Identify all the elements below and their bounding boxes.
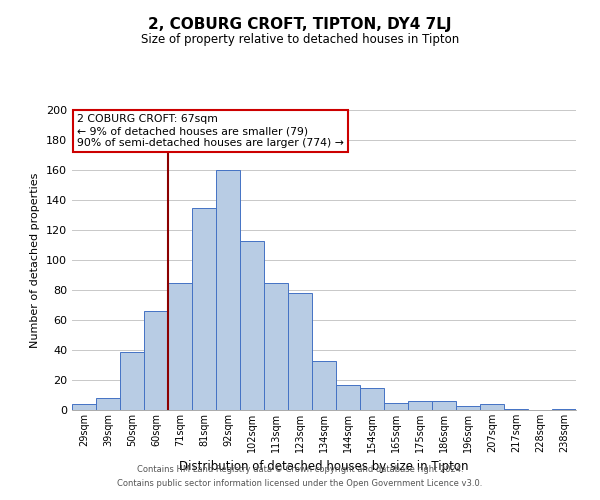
Bar <box>120 352 144 410</box>
Y-axis label: Number of detached properties: Number of detached properties <box>31 172 40 348</box>
Bar <box>264 282 288 410</box>
Text: 2 COBURG CROFT: 67sqm
← 9% of detached houses are smaller (79)
90% of semi-detac: 2 COBURG CROFT: 67sqm ← 9% of detached h… <box>77 114 344 148</box>
Bar <box>480 404 504 410</box>
Bar <box>336 384 360 410</box>
Bar <box>96 398 120 410</box>
Bar <box>144 311 168 410</box>
Text: Size of property relative to detached houses in Tipton: Size of property relative to detached ho… <box>141 32 459 46</box>
Text: Contains HM Land Registry data © Crown copyright and database right 2024.
Contai: Contains HM Land Registry data © Crown c… <box>118 466 482 487</box>
Bar <box>432 401 456 410</box>
Bar <box>552 408 576 410</box>
Bar <box>312 360 336 410</box>
Bar <box>360 388 384 410</box>
Bar <box>192 208 216 410</box>
Bar <box>384 402 408 410</box>
Bar <box>288 293 312 410</box>
Bar <box>168 282 192 410</box>
Bar <box>216 170 240 410</box>
X-axis label: Distribution of detached houses by size in Tipton: Distribution of detached houses by size … <box>179 460 469 473</box>
Bar <box>504 408 528 410</box>
Bar <box>456 406 480 410</box>
Bar <box>240 240 264 410</box>
Text: 2, COBURG CROFT, TIPTON, DY4 7LJ: 2, COBURG CROFT, TIPTON, DY4 7LJ <box>148 18 452 32</box>
Bar <box>408 401 432 410</box>
Bar <box>72 404 96 410</box>
